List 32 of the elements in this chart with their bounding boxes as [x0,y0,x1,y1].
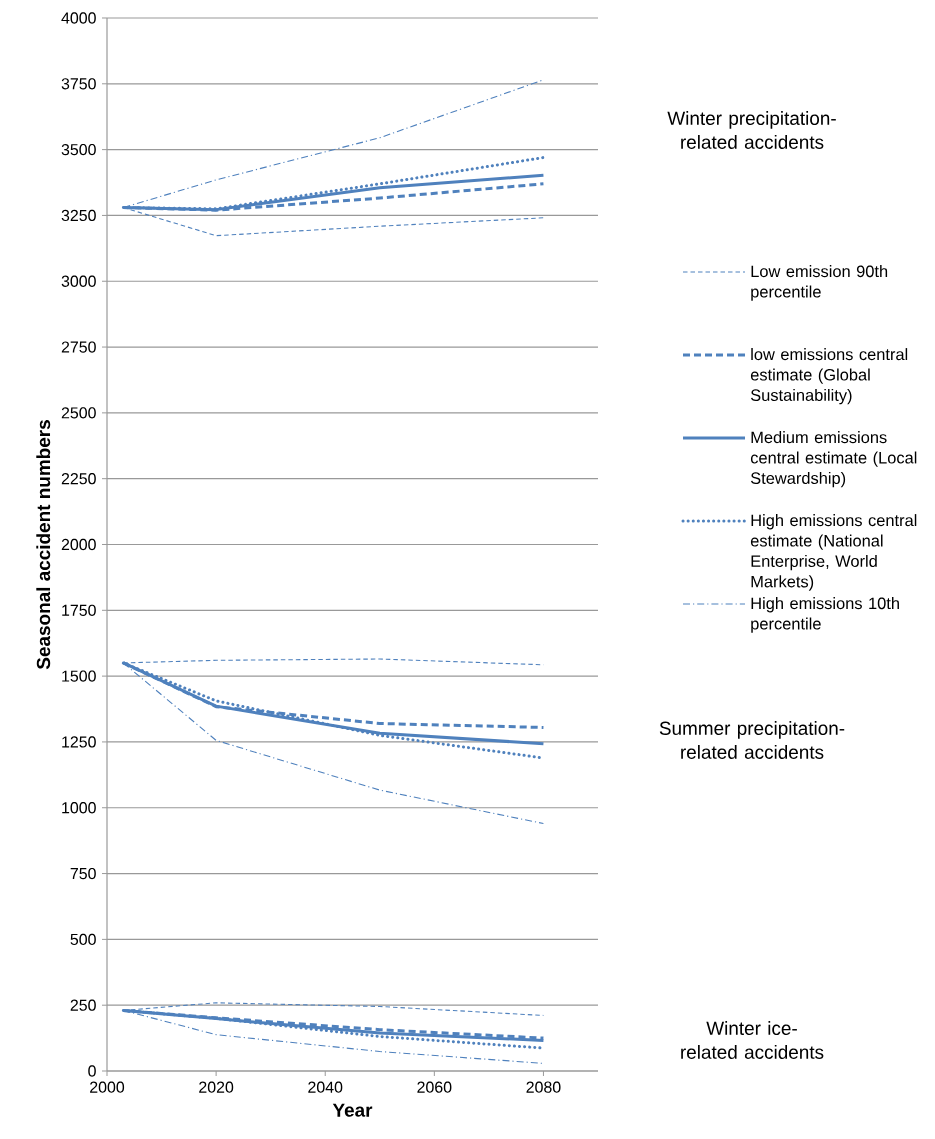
y-tick-label: 750 [70,867,96,880]
y-tick-label: 4000 [61,12,96,24]
y-tick-label: 1750 [62,604,96,616]
y-tick-label: 3500 [61,143,96,156]
y-tick-label: 2000 [61,538,96,551]
text: Summer precipitation-related accidents [659,721,845,759]
text: Winter precipitation-related accidents [667,111,836,149]
y-tick-label: 250 [70,999,96,1011]
y-tick-label: 2500 [61,407,96,419]
y-tick-label: 3000 [61,275,96,287]
y-tick-label: 500 [70,933,96,946]
x-tick-label: 2000 [90,1081,125,1093]
y-tick-label: 1000 [62,802,96,814]
legend-label: low emissions central estimate (Global Sustainability) [750,348,908,405]
legend-label: Medium emissions central estimate (Local Stewardship) [750,431,917,488]
y-tick-label: 2750 [61,341,96,353]
y-tick-label: 0 [88,1065,96,1077]
y-tick-label: 3250 [61,209,96,222]
text: Winter ice-related accidents [681,1021,824,1059]
x-tick-label: 2080 [526,1081,561,1093]
y-tick-label: 3750 [61,78,96,90]
y-tick-label: 1250 [62,736,96,748]
y-axis-title: Seasonal accident numbers [36,420,51,670]
legend-label: Low emission 90th percentile [751,265,888,301]
y-tick-label: 1500 [62,670,96,682]
x-tick-label: 2060 [417,1081,452,1093]
y-tick-label: 2250 [61,473,96,485]
legend-label: High emissions central estimate (National Enterprise, World Markets) [750,514,917,591]
x-tick-label: 2040 [308,1081,343,1093]
x-axis-title: Year [332,1103,373,1117]
legend-label: High emissions 10th percentile [751,597,899,633]
x-tick-label: 2020 [199,1081,234,1093]
